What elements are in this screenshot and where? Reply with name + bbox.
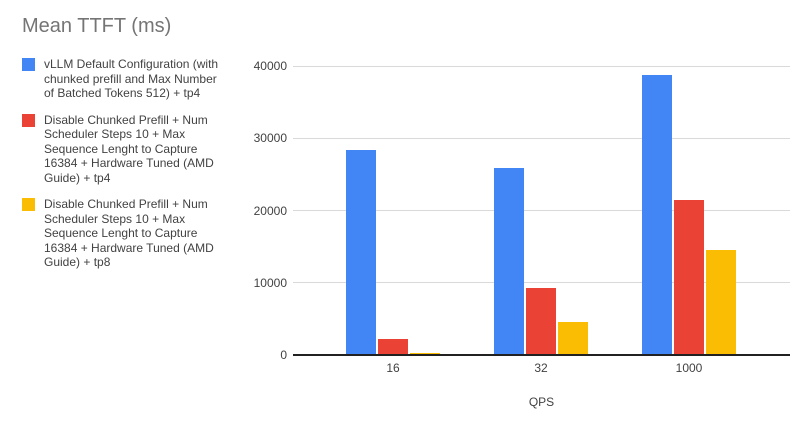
x-axis-line (293, 354, 790, 356)
bar-qps1000-series1[interactable] (642, 74, 672, 355)
bar-group-32 (494, 66, 588, 355)
y-axis-labels: 0 10000 20000 30000 40000 (240, 59, 287, 362)
legend-swatch-yellow (22, 198, 35, 211)
bar-qps32-series3[interactable] (558, 321, 588, 355)
legend-label-series-1: vLLM Default Configuration (with chunked… (44, 57, 219, 100)
bar-qps32-series2[interactable] (526, 287, 556, 355)
gridline-10000 (293, 282, 790, 284)
y-tick-label-30000: 30000 (253, 131, 287, 146)
gridline-30000 (293, 137, 790, 139)
legend-item-series-3[interactable]: Disable Chunked Prefill + Num Scheduler … (22, 197, 227, 270)
bar-group-16 (346, 66, 440, 355)
y-tick-label-40000: 40000 (253, 59, 287, 73)
y-tick-label-10000: 10000 (253, 275, 287, 290)
chart-title: Mean TTFT (ms) (22, 15, 172, 37)
legend-swatch-red (22, 113, 35, 127)
legend-swatch-blue (22, 58, 35, 71)
x-category-label-1000: 1000 (675, 361, 703, 375)
bar-qps16-series1[interactable] (346, 149, 376, 355)
legend-item-series-2[interactable]: Disable Chunked Prefill + Num Scheduler … (22, 113, 227, 186)
x-category-label-32: 32 (534, 361, 548, 375)
gridline-40000 (293, 65, 790, 67)
legend-label-series-3: Disable Chunked Prefill + Num Scheduler … (44, 197, 214, 269)
y-tick-label-0: 0 (280, 348, 287, 362)
gridline-20000 (293, 210, 790, 211)
x-axis-category-labels: 16 32 1000 (293, 361, 790, 377)
legend-item-series-1[interactable]: vLLM Default Configuration (with chunked… (22, 57, 227, 101)
legend: vLLM Default Configuration (with chunked… (22, 57, 227, 282)
bar-qps1000-series2[interactable] (674, 200, 704, 355)
y-tick-label-20000: 20000 (253, 203, 287, 218)
legend-label-series-2: Disable Chunked Prefill + Num Scheduler … (44, 112, 214, 185)
bar-qps1000-series3[interactable] (706, 249, 736, 355)
bar-qps16-series2[interactable] (378, 338, 408, 355)
plot-area (293, 65, 790, 356)
bar-group-1000 (642, 66, 736, 355)
x-category-label-16: 16 (386, 361, 400, 375)
x-axis-title: QPS (528, 395, 555, 409)
bar-qps32-series1[interactable] (494, 167, 524, 355)
